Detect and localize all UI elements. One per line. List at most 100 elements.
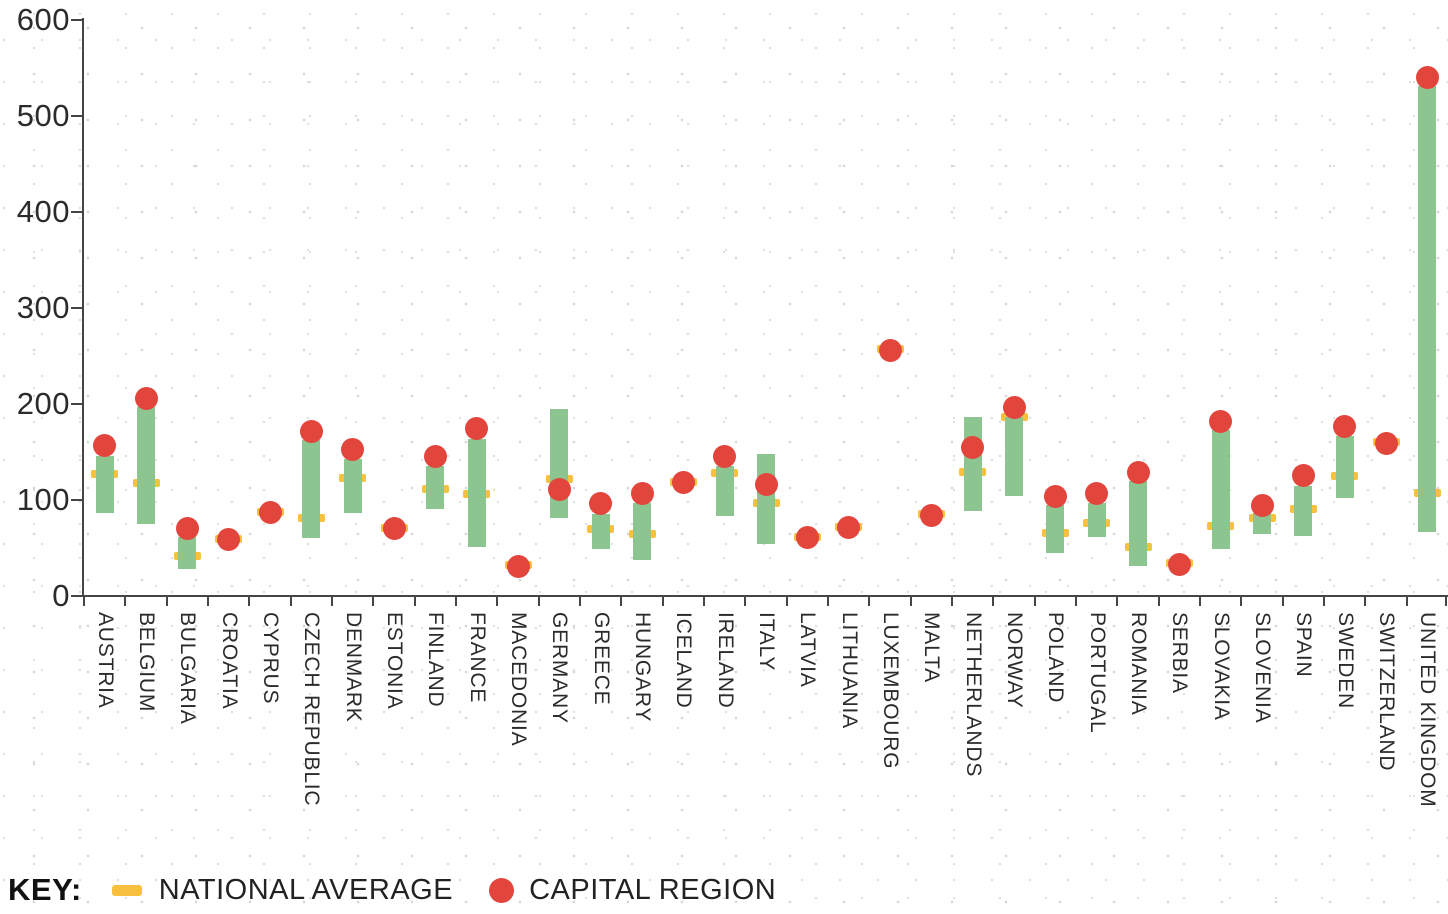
x-axis-tick [1199,596,1201,606]
x-axis-tick [1281,596,1284,606]
x-axis-country-label: NETHERLANDS [961,612,985,778]
x-axis-tick [165,596,168,606]
capital-region-dot [1126,460,1150,484]
x-axis-tick [537,596,540,606]
x-axis-country-label: DENMARK [341,612,365,723]
capital-region-dot [465,417,489,441]
x-axis-country-label: BULGARIA [176,612,200,725]
legend-label-capital-region: CAPITAL REGION [529,873,777,906]
x-axis-tick [331,596,333,606]
y-axis-tick [71,499,82,501]
x-axis-country-label: FINLAND [424,612,448,708]
x-axis-tick [703,596,705,606]
capital-region-dot [754,473,778,497]
y-axis-tick [71,211,82,213]
x-axis-country-label: UNITED KINGDOM [1416,612,1440,808]
capital-region-dot [134,386,158,410]
x-axis-country-label: SLOVENIA [1251,612,1274,724]
region-range-bar [343,458,362,514]
region-range-bar [591,514,610,549]
x-axis-tick [372,596,375,606]
x-axis-line [82,595,1448,597]
legend-label-national-average: NATIONAL AVERAGE [158,873,454,906]
x-axis-tick [579,596,581,606]
x-axis-country-label: FRANCE [465,612,489,704]
capital-region-dot [423,445,447,469]
x-axis-tick [1075,596,1077,606]
y-axis-tick [71,115,82,117]
capital-region-dot [919,503,943,527]
y-axis-tick [71,19,82,21]
y-axis-tick [71,595,82,597]
x-axis-country-label: AUSTRIA [93,612,117,709]
x-axis-tick [1240,596,1243,606]
region-range-bar [137,406,155,524]
x-axis-tick [83,596,85,606]
region-range-bar [1046,504,1065,553]
capital-region-dot [837,516,861,540]
x-axis-tick [1033,596,1036,606]
y-tick-label: 500 [16,98,70,133]
region-range-bar [1087,502,1106,538]
x-axis-tick [1323,596,1325,606]
capital-region-dot [506,554,530,578]
x-axis-tick [496,596,499,606]
x-axis-tick [868,596,871,606]
x-axis-tick [992,596,995,606]
capital-region-swatch-icon [489,877,515,903]
y-tick-label: 100 [16,482,70,517]
capital-region-dot [1415,66,1439,90]
x-axis-tick [785,596,788,606]
y-axis-tick [71,307,82,309]
region-range-bar [1294,485,1313,537]
capital-region-dot [341,437,365,461]
region-range-bar [963,417,982,511]
region-range-bar [550,408,569,519]
capital-region-dot [382,517,406,541]
capital-region-dot [795,525,819,549]
x-axis-country-label: NORWAY [1003,612,1026,709]
capital-region-dot [217,527,241,551]
capital-region-dot [547,477,571,501]
region-range-bar [467,438,486,548]
x-axis-tick [744,596,747,606]
x-axis-country-label: ITALY [755,612,778,672]
x-axis-country-label: ESTONIA [383,612,406,710]
capital-region-dot [299,420,323,444]
y-tick-label: 0 [52,578,70,613]
x-axis-tick [124,596,127,606]
capital-region-dot [1085,481,1109,505]
x-axis-tick [827,596,829,606]
y-tick-label: 300 [16,290,70,325]
region-range-bar [1418,86,1437,532]
region-range-bar [1253,513,1271,534]
y-tick-label: 600 [16,2,70,37]
x-axis-tick [661,596,664,606]
x-axis-tick [248,596,251,606]
x-axis-country-label: SWEDEN [1333,612,1357,709]
capital-region-dot [1167,552,1191,576]
capital-region-dot [961,435,985,459]
x-axis-country-label: GREECE [589,612,613,706]
x-axis-country-label: BELGIUM [135,612,158,713]
y-axis-line [82,18,84,597]
chart-key: KEY: NATIONAL AVERAGE CAPITAL REGION [8,872,776,908]
x-axis-tick [413,596,416,606]
capital-region-dot [671,471,695,495]
x-axis-country-label: IRELAND [713,612,737,709]
region-range-bar [757,453,775,545]
capital-region-dot [93,433,117,457]
capital-region-dot [258,500,282,524]
x-axis-country-label: LUXEMBOURG [879,612,902,770]
key-title: KEY: [8,872,82,907]
region-range-bar [1335,435,1354,499]
region-range-bar [1211,429,1230,549]
capital-region-dot [1333,414,1357,438]
capital-region-dot [589,492,613,516]
x-axis-tick [1445,596,1447,606]
x-axis-country-label: MALTA [920,612,944,683]
x-axis-tick [1116,596,1119,606]
region-range-bar [633,502,651,561]
region-range-bar [95,455,114,514]
region-range-bar [178,537,197,570]
